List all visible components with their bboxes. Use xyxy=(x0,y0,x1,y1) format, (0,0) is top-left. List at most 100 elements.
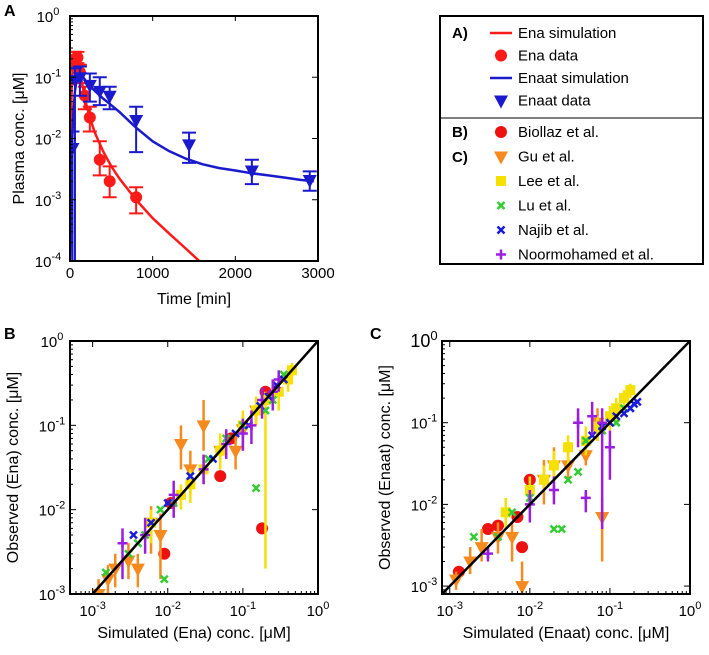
legend-item-label: Ena simulation xyxy=(518,25,616,42)
y-tick-label: 10-2 xyxy=(411,494,437,514)
data-point-noormohamed-et-al- xyxy=(273,374,284,385)
y-tick-label: 10-1 xyxy=(35,67,61,87)
legend-section-c-label: C) xyxy=(452,149,468,166)
data-point-ena-data xyxy=(103,175,116,188)
data-point-lee-et-al- xyxy=(611,403,622,414)
legend-symbol-square xyxy=(496,176,506,186)
data-point-enaat-data xyxy=(102,90,117,104)
legend-symbol-plus xyxy=(496,249,506,260)
data-point-lee-et-al- xyxy=(500,507,511,518)
legend-section-a-label: A) xyxy=(452,25,468,42)
panel-b-chart: 10-3 10-2 10-1 100 10-3 10-2 10-1 100 Simulated … xyxy=(5,331,329,642)
data-point-lee-et-al- xyxy=(592,421,603,432)
panel-b-plot-area xyxy=(91,341,318,594)
legend-frame xyxy=(439,15,704,265)
data-point-enaat-data xyxy=(82,79,97,93)
y-tick-label: 10-3 xyxy=(411,576,437,596)
data-point-enaat-data xyxy=(182,139,197,153)
x-tick-label: 0 xyxy=(66,265,74,282)
legend-item-label: Lu et al. xyxy=(518,198,571,215)
legend-item-label: Noormohamed et al. xyxy=(518,247,654,264)
data-point-gu-et-al- xyxy=(173,439,188,453)
x-tick-label: 2000 xyxy=(219,265,252,282)
data-point-enaat-data xyxy=(244,165,259,179)
x-axis-label: Simulated (Ena) conc. [μM] xyxy=(97,625,290,642)
y-tick-label: 10-4 xyxy=(35,251,61,271)
data-point-lee-et-al- xyxy=(604,411,615,422)
panel-c-plot-area xyxy=(442,341,690,594)
x-tick-label: 10-1 xyxy=(230,600,256,620)
x-tick-label: 100 xyxy=(679,600,702,620)
data-point-noormohamed-et-al- xyxy=(580,492,591,503)
x-axis-label: Simulated (Enaat) conc. [μM] xyxy=(463,625,670,642)
data-point-noormohamed-et-al- xyxy=(604,442,615,453)
data-point-lee-et-al- xyxy=(283,374,294,385)
data-point-ena-data xyxy=(93,153,106,166)
data-point-gu-et-al- xyxy=(505,531,520,545)
data-point-noormohamed-et-al- xyxy=(237,428,248,439)
data-point-lu-et-al- xyxy=(251,483,261,493)
data-point-gu-et-al- xyxy=(474,542,489,556)
data-point-noormohamed-et-al- xyxy=(482,548,493,559)
data-point-enaat-data xyxy=(302,175,317,189)
panel-label-a: A xyxy=(4,3,16,20)
legend-symbol-triangle-down xyxy=(494,95,508,109)
data-point-enaat-data xyxy=(72,72,87,86)
y-tick-label: 10-2 xyxy=(39,500,65,520)
data-point-biollaz-et-al- xyxy=(214,470,227,483)
data-point-lu-et-al- xyxy=(557,524,567,534)
legend-symbol-circle xyxy=(495,126,507,138)
y-tick-label: 10-3 xyxy=(35,190,61,210)
data-point-lu-et-al- xyxy=(549,524,559,534)
data-point-gu-et-al- xyxy=(196,420,211,434)
data-point-lee-et-al- xyxy=(563,442,574,453)
error-bar-enaat-data xyxy=(129,105,144,154)
y-tick-label: 100 xyxy=(37,6,60,26)
x-tick-label: 1000 xyxy=(136,265,169,282)
y-axis-label: Observed (Ena) conc. [μM] xyxy=(5,372,22,564)
x-tick-label: 10-3 xyxy=(437,600,463,620)
data-point-enaat-data xyxy=(129,115,144,129)
data-point-lu-et-al- xyxy=(573,467,583,477)
y-tick-label: 10-1 xyxy=(39,415,65,435)
legend-item-label: Lee et al. xyxy=(518,173,580,190)
data-point-gu-et-al- xyxy=(228,445,243,459)
x-tick-label: 10-2 xyxy=(155,600,181,620)
data-point-lu-et-al- xyxy=(156,505,165,515)
data-point-lu-et-al- xyxy=(469,532,479,542)
panel-b-axes-frame xyxy=(69,340,319,595)
legend-item-label: Enaat simulation xyxy=(518,70,629,87)
panel-label-c: C xyxy=(370,326,382,343)
data-point-gu-et-al- xyxy=(153,530,168,544)
legend-item-label: Ena data xyxy=(518,48,579,65)
data-point-noormohamed-et-al- xyxy=(117,538,128,549)
legend-section-b-label: B) xyxy=(452,124,468,141)
x-tick-label: 10-2 xyxy=(517,600,543,620)
legend-item-label: Biollaz et al. xyxy=(518,124,599,141)
data-point-gu-et-al- xyxy=(130,563,145,577)
identity-line xyxy=(91,341,318,594)
legend-item-label: Gu et al. xyxy=(518,149,575,166)
data-point-lu-et-al- xyxy=(159,574,169,584)
data-point-gu-et-al- xyxy=(100,574,115,588)
data-point-ena-data xyxy=(130,191,143,204)
data-point-gu-et-al- xyxy=(463,556,478,570)
legend-item-label: Enaat data xyxy=(518,93,591,110)
legend-symbol-x xyxy=(496,201,506,210)
identity-line xyxy=(442,341,690,594)
y-axis-label: Plasma conc. [μM] xyxy=(11,73,28,205)
data-point-noormohamed-et-al- xyxy=(168,489,179,500)
data-point-gu-et-al- xyxy=(515,581,530,594)
y-tick-label: 100 xyxy=(410,328,437,351)
panel-c-axes-frame xyxy=(441,340,691,595)
data-point-noormohamed-et-al- xyxy=(548,485,559,496)
data-point-noormohamed-et-al- xyxy=(246,420,257,431)
panel-a-axes-frame xyxy=(69,15,319,262)
data-point-biollaz-et-al- xyxy=(481,522,494,535)
data-point-ena-data xyxy=(83,111,96,124)
data-point-noormohamed-et-al- xyxy=(587,411,598,422)
x-tick-label: 100 xyxy=(307,600,330,620)
data-point-lee-et-al- xyxy=(619,393,630,404)
data-point-noormohamed-et-al- xyxy=(597,417,608,428)
